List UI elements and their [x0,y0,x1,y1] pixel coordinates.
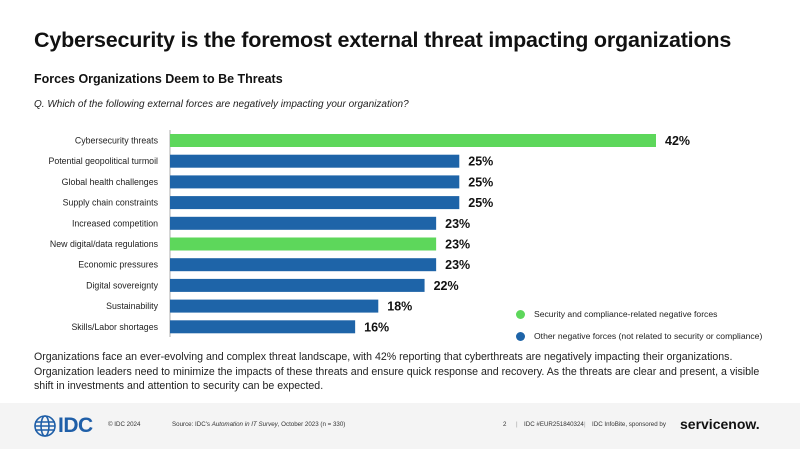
value-label-new-digital-data-regulations: 23% [445,238,470,252]
value-label-sustainability: 18% [387,300,412,314]
page-title: Cybersecurity is the foremost external t… [34,28,732,52]
servicenow-logo: servicenow. [680,416,760,432]
bar-increased-competition [170,216,437,230]
category-label-increased-competition: Increased competition [72,218,158,228]
footer: IDC © IDC 2024 Source: IDC's Automation … [0,403,800,449]
globe-icon [34,415,56,437]
bar-group: Cybersecurity threats 42% Potential geopol… [48,134,690,334]
idc-logo: IDC [34,414,93,438]
value-label-economic-pressures: 23% [445,258,470,272]
value-label-skills-labor-shortages: 16% [364,320,389,334]
category-label-new-digital-data-regulations: New digital/data regulations [50,239,159,249]
category-label-cybersecurity-threats: Cybersecurity threats [75,136,159,146]
legend-item-other: Other negative forces (not related to se… [516,326,762,346]
page-number: 2 [503,421,507,428]
copyright: © IDC 2024 [108,421,141,428]
value-label-digital-sovereignty: 22% [434,279,459,293]
value-label-global-health-challenges: 25% [468,175,493,189]
infobite-note: IDC InfoBite, sponsored by [592,421,666,428]
bar-digital-sovereignty [170,278,425,292]
category-label-digital-sovereignty: Digital sovereignty [86,280,158,290]
category-label-skills-labor-shortages: Skills/Labor shortages [71,322,158,332]
bar-new-digital-data-regulations [170,237,437,251]
bar-sustainability [170,299,379,313]
value-label-cybersecurity-threats: 42% [665,134,690,148]
document-id: IDC #EUR251840324 [524,421,584,428]
legend: Security and compliance-related negative… [516,304,762,348]
value-label-supply-chain-constraints: 25% [468,196,493,210]
bar-cybersecurity-threats [170,134,656,147]
survey-question: Q. Which of the following external force… [34,99,409,110]
category-label-economic-pressures: Economic pressures [78,260,158,270]
category-label-potential-geopolitical-turmoil: Potential geopolitical turmoil [48,156,158,166]
legend-label-other: Other negative forces (not related to se… [534,331,763,341]
bar-skills-labor-shortages [170,320,356,334]
legend-label-security: Security and compliance-related negative… [534,309,718,319]
value-label-increased-competition: 23% [445,217,470,231]
source-note: Source: IDC's Automation in IT Survey, O… [172,421,346,428]
summary-paragraph: Organizations face an ever-evolving and … [34,351,760,393]
bar-chart: Cybersecurity threats 42% Potential geopol… [48,130,690,337]
legend-dot-security [516,309,525,319]
category-label-supply-chain-constraints: Supply chain constraints [63,198,159,208]
idc-logo-text: IDC [58,414,93,437]
bar-potential-geopolitical-turmoil [170,154,460,168]
chart-subtitle: Forces Organizations Deem to Be Threats [34,72,283,86]
bar-global-health-challenges [170,175,460,189]
legend-dot-other [516,331,525,341]
bar-supply-chain-constraints [170,196,460,210]
legend-item-security: Security and compliance-related negative… [516,304,762,324]
category-label-sustainability: Sustainability [106,301,158,311]
bar-economic-pressures [170,258,437,272]
value-label-potential-geopolitical-turmoil: 25% [468,155,493,169]
category-label-global-health-challenges: Global health challenges [62,177,159,187]
